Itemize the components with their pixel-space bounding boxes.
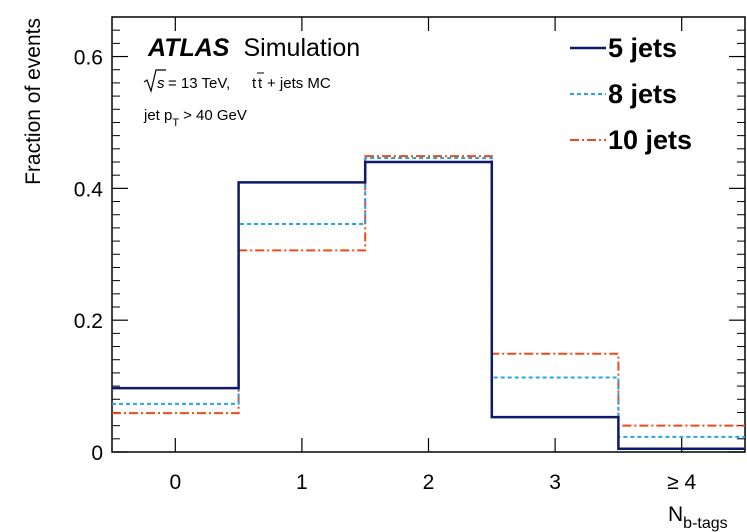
y-tick-label: 0.6 [74,47,103,70]
histogram-series [112,155,745,450]
x-tick-labels: 0 1 2 3 ≥ 4 [169,471,696,494]
x-axis-title-sub: b-tags [683,515,727,532]
legend-label: 8 jets [608,79,677,109]
series-line-8-jets [112,157,745,438]
energy-text: = 13 TeV, [168,75,230,92]
x-tick-label: 2 [423,471,435,494]
x-tick-label: ≥ 4 [667,471,696,494]
y-tick-label: 0 [91,442,103,465]
y-tick-labels: 0 0.2 0.4 0.6 [74,47,104,465]
experiment-label: ATLAS Simulation [147,34,360,62]
ttbar-t1: t [252,75,257,92]
x-tick-label: 1 [296,471,308,494]
y-tick-label: 0.4 [74,178,104,201]
experiment-name: ATLAS [147,34,230,62]
process-text: + jets MC [267,75,331,92]
energy-s: s [157,75,165,92]
jet-pt-annotation: jet pT > 40 GeV [143,107,247,129]
legend-label: 5 jets [608,33,677,63]
series-line-10-jets [112,155,745,427]
energy-annotation: s = 13 TeV, t t + jets MC [143,69,331,94]
legend: 5 jets 8 jets 10 jets [570,33,692,155]
sqrt-symbol [143,69,166,94]
y-tick-label: 0.2 [74,310,103,333]
legend-label: 10 jets [608,125,692,155]
jet-pt-sub: T [172,117,179,129]
x-tick-label: 0 [169,471,181,494]
x-tick-label: 3 [549,471,561,494]
ttbar-t2: t [258,75,263,92]
series-line-5-jets [112,160,745,450]
jet-pt-prefix: jet p [143,107,172,124]
x-axis-title: Nb-tags [668,503,728,532]
jet-pt-suffix: > 40 GeV [183,107,247,124]
x-axis-title-main: N [668,503,683,526]
experiment-suffix: Simulation [243,34,360,62]
y-axis-title: Fraction of events [22,18,45,185]
